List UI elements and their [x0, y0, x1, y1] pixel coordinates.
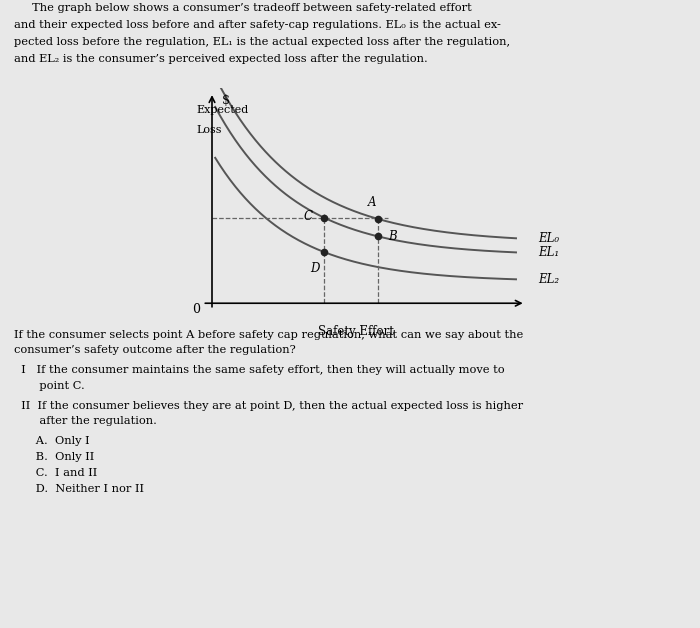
Text: I   If the consumer maintains the same safety effort, then they will actually mo: I If the consumer maintains the same saf… [14, 365, 505, 376]
Text: The graph below shows a consumer’s tradeoff between safety-related effort: The graph below shows a consumer’s trade… [14, 3, 472, 13]
Text: D: D [310, 262, 319, 274]
Text: B.  Only II: B. Only II [14, 452, 94, 462]
Text: EL₂: EL₂ [538, 273, 559, 286]
Text: consumer’s safety outcome after the regulation?: consumer’s safety outcome after the regu… [14, 345, 295, 355]
Text: Expected: Expected [196, 105, 248, 115]
Text: Safety Effort: Safety Effort [318, 325, 394, 338]
Text: II  If the consumer believes they are at point D, then the actual expected loss : II If the consumer believes they are at … [14, 401, 523, 411]
Text: pected loss before the regulation, EL₁ is the actual expected loss after the reg: pected loss before the regulation, EL₁ i… [14, 37, 510, 47]
Text: C.  I and II: C. I and II [14, 468, 97, 478]
Text: D.  Neither I nor II: D. Neither I nor II [14, 484, 144, 494]
Text: and EL₂ is the consumer’s perceived expected loss after the regulation.: and EL₂ is the consumer’s perceived expe… [14, 54, 428, 64]
Text: after the regulation.: after the regulation. [14, 416, 157, 426]
Text: C: C [304, 210, 313, 223]
Text: point C.: point C. [14, 381, 85, 391]
Text: B: B [388, 230, 397, 243]
Text: EL₀: EL₀ [538, 232, 559, 245]
Text: EL₁: EL₁ [538, 246, 559, 259]
Text: A.  Only I: A. Only I [14, 436, 90, 447]
Text: $: $ [222, 94, 230, 107]
Text: Loss: Loss [196, 124, 221, 134]
Text: 0: 0 [192, 303, 200, 316]
Text: A: A [368, 197, 377, 209]
Text: and their expected loss before and after safety-cap regulations. EL₀ is the actu: and their expected loss before and after… [14, 20, 501, 30]
Text: If the consumer selects point A before safety cap regulation, what can we say ab: If the consumer selects point A before s… [14, 330, 524, 340]
